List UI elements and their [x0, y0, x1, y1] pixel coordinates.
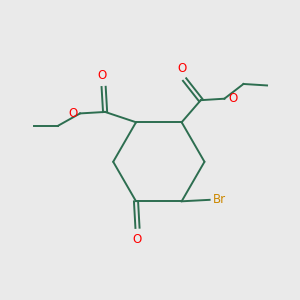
Text: O: O: [177, 62, 186, 75]
Text: O: O: [68, 107, 77, 120]
Text: O: O: [98, 69, 107, 82]
Text: O: O: [228, 92, 237, 105]
Text: O: O: [133, 233, 142, 246]
Text: Br: Br: [213, 193, 226, 206]
